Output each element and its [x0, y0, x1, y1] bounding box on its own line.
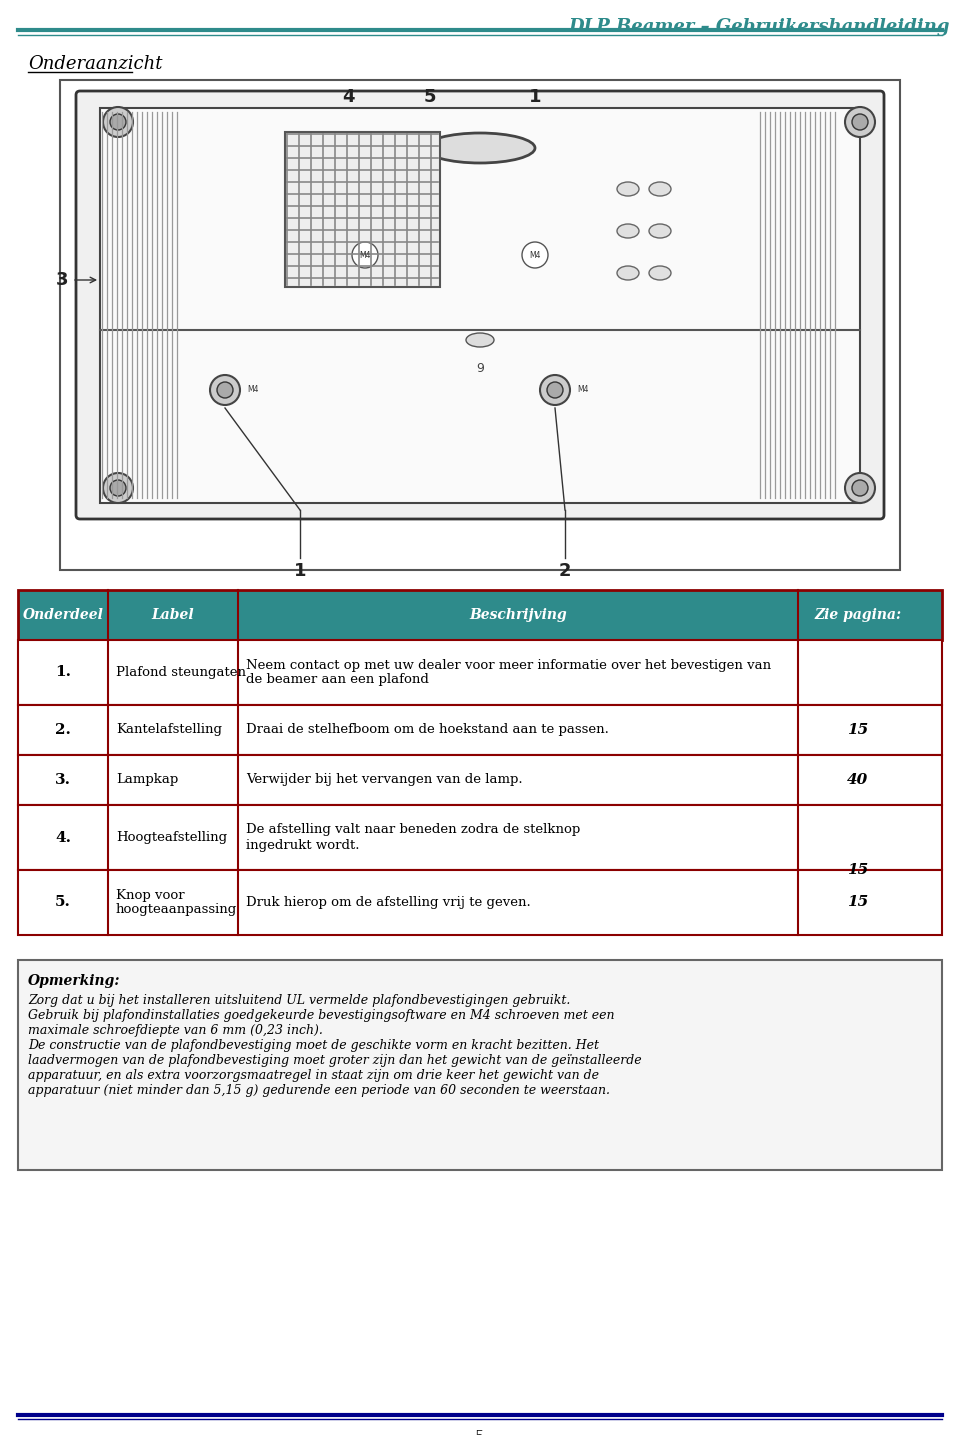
Text: 2.: 2.	[55, 723, 71, 738]
Text: Onderdeel: Onderdeel	[23, 608, 104, 621]
Circle shape	[110, 479, 126, 497]
Ellipse shape	[425, 133, 535, 164]
Circle shape	[217, 382, 233, 397]
Text: 15: 15	[848, 895, 869, 910]
Circle shape	[852, 479, 868, 497]
FancyBboxPatch shape	[18, 960, 942, 1170]
FancyBboxPatch shape	[18, 640, 942, 705]
Circle shape	[540, 375, 570, 405]
Text: Hoogteafstelling: Hoogteafstelling	[116, 831, 228, 844]
Text: Verwijder bij het vervangen van de lamp.: Verwijder bij het vervangen van de lamp.	[246, 773, 522, 786]
FancyBboxPatch shape	[100, 108, 860, 504]
Text: 1.: 1.	[55, 666, 71, 680]
Text: Onderaanzicht: Onderaanzicht	[28, 55, 162, 73]
Text: 9: 9	[476, 362, 484, 375]
Text: 2: 2	[559, 563, 571, 580]
Text: Lampkap: Lampkap	[116, 773, 179, 786]
Ellipse shape	[649, 182, 671, 197]
FancyBboxPatch shape	[18, 870, 942, 936]
Text: Knop voor
hoogteaanpassing: Knop voor hoogteaanpassing	[116, 888, 237, 917]
Ellipse shape	[649, 265, 671, 280]
Text: – 5 –: – 5 –	[465, 1431, 495, 1435]
Circle shape	[110, 113, 126, 131]
Ellipse shape	[649, 224, 671, 238]
FancyBboxPatch shape	[285, 132, 440, 287]
Text: Beschrijving: Beschrijving	[469, 608, 566, 621]
FancyBboxPatch shape	[18, 755, 942, 805]
Circle shape	[103, 108, 133, 136]
Text: 15: 15	[848, 723, 869, 738]
Text: Kantelafstelling: Kantelafstelling	[116, 723, 222, 736]
Text: 5: 5	[423, 88, 436, 106]
Circle shape	[547, 382, 563, 397]
Circle shape	[210, 375, 240, 405]
Text: 1: 1	[529, 88, 541, 106]
Text: M4: M4	[529, 251, 540, 260]
Text: 4: 4	[342, 88, 354, 106]
Circle shape	[852, 113, 868, 131]
Ellipse shape	[617, 265, 639, 280]
Text: Plafond steungaten: Plafond steungaten	[116, 666, 246, 679]
Circle shape	[522, 243, 548, 268]
Text: Opmerking:: Opmerking:	[28, 974, 121, 989]
Text: 5.: 5.	[55, 895, 71, 910]
Circle shape	[352, 243, 378, 268]
Ellipse shape	[466, 333, 494, 347]
FancyBboxPatch shape	[60, 80, 900, 570]
Text: 4.: 4.	[55, 831, 71, 845]
Ellipse shape	[617, 182, 639, 197]
FancyBboxPatch shape	[76, 90, 884, 519]
Text: Zie pagina:: Zie pagina:	[814, 608, 901, 621]
FancyBboxPatch shape	[18, 705, 942, 755]
Circle shape	[845, 474, 875, 504]
Text: 40: 40	[848, 773, 869, 786]
Text: Zorg dat u bij het installeren uitsluitend UL vermelde plafondbevestigingen gebr: Zorg dat u bij het installeren uitsluite…	[28, 994, 641, 1096]
Text: De afstelling valt naar beneden zodra de stelknop
ingedrukt wordt.: De afstelling valt naar beneden zodra de…	[246, 824, 580, 851]
Text: 1: 1	[294, 563, 306, 580]
Text: Neem contact op met uw dealer voor meer informatie over het bevestigen van
de be: Neem contact op met uw dealer voor meer …	[246, 659, 771, 686]
Text: Druk hierop om de afstelling vrij te geven.: Druk hierop om de afstelling vrij te gev…	[246, 895, 531, 908]
Text: Draai de stelhefboom om de hoekstand aan te passen.: Draai de stelhefboom om de hoekstand aan…	[246, 723, 609, 736]
Text: DLP Beamer – Gebruikershandleiding: DLP Beamer – Gebruikershandleiding	[568, 19, 950, 36]
Ellipse shape	[617, 224, 639, 238]
Text: M4: M4	[247, 386, 258, 395]
Text: 3: 3	[56, 271, 68, 288]
Circle shape	[845, 108, 875, 136]
Text: Label: Label	[152, 608, 194, 621]
FancyBboxPatch shape	[18, 805, 942, 870]
Text: 3.: 3.	[55, 773, 71, 786]
FancyBboxPatch shape	[18, 590, 942, 640]
Text: 15: 15	[848, 862, 869, 877]
Text: M4: M4	[359, 251, 371, 260]
Circle shape	[103, 474, 133, 504]
Text: M4: M4	[577, 386, 588, 395]
